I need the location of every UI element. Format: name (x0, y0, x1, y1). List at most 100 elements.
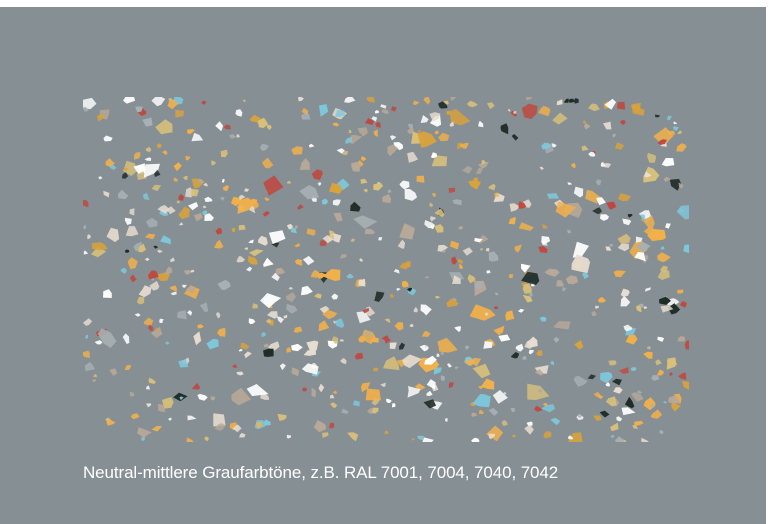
flake (262, 210, 270, 217)
flake (357, 127, 368, 137)
flake (644, 287, 651, 292)
flake (643, 226, 656, 235)
flake (392, 403, 396, 408)
flake (297, 204, 304, 210)
flake (91, 242, 108, 251)
flake (301, 285, 313, 296)
flake (359, 258, 363, 262)
flake (103, 135, 113, 142)
flake (261, 157, 274, 169)
flake (616, 416, 623, 422)
flake (206, 338, 219, 350)
flake (541, 404, 556, 413)
flake (97, 328, 117, 348)
flake (246, 266, 253, 272)
flake (301, 111, 311, 120)
flake (293, 326, 303, 333)
flake (193, 213, 203, 222)
flake (165, 266, 173, 275)
flake (597, 296, 606, 303)
flake (244, 247, 249, 250)
flake (417, 131, 437, 148)
flake (271, 242, 280, 248)
flake (393, 142, 403, 151)
flake (528, 349, 534, 355)
flake (486, 425, 504, 442)
flake (176, 200, 180, 204)
flake (409, 323, 414, 328)
flake (133, 152, 141, 160)
flake (399, 223, 415, 240)
flake (263, 348, 274, 357)
flake (187, 415, 197, 421)
flake (294, 258, 303, 266)
flake (143, 317, 154, 327)
flake (260, 293, 282, 309)
flake (106, 227, 120, 243)
flake (669, 178, 682, 191)
flake (144, 257, 150, 262)
flake (448, 382, 454, 389)
flake (138, 285, 152, 298)
flake (658, 429, 664, 435)
flake (495, 292, 499, 296)
flake (684, 340, 689, 350)
flake (539, 166, 544, 170)
flake (153, 245, 159, 249)
flake (494, 192, 500, 197)
flake (461, 165, 473, 174)
flake (479, 234, 489, 244)
flake (387, 189, 392, 193)
flake (597, 394, 604, 400)
flake (267, 311, 278, 319)
flake (286, 347, 292, 353)
flake (317, 272, 327, 279)
flake (170, 257, 175, 263)
flake (286, 180, 291, 184)
flake (211, 160, 217, 166)
flake (446, 298, 459, 308)
flake (133, 163, 146, 175)
flake (469, 304, 496, 321)
flake (430, 216, 436, 222)
flake (299, 158, 310, 170)
flake (638, 210, 651, 220)
flake (191, 178, 205, 189)
flake (318, 104, 329, 117)
flake (197, 324, 204, 329)
flake (147, 324, 154, 331)
flake (228, 134, 237, 139)
flake (203, 182, 208, 187)
flake (178, 222, 184, 226)
flake (83, 199, 89, 208)
flake (657, 139, 667, 145)
flake (380, 382, 386, 388)
flake (677, 130, 683, 135)
flake (204, 213, 214, 221)
flake (498, 334, 511, 342)
flake (458, 226, 464, 230)
flake (515, 343, 524, 352)
flake (521, 263, 531, 273)
flake (657, 270, 670, 280)
flake (466, 100, 478, 108)
flake (407, 126, 414, 134)
flake (636, 390, 642, 394)
flake (129, 392, 135, 397)
flake (678, 182, 684, 189)
flake (518, 201, 527, 209)
flake (185, 156, 191, 161)
flake (451, 256, 458, 265)
flake (426, 390, 433, 397)
flake (573, 98, 579, 104)
flake (471, 412, 478, 417)
flake (231, 227, 236, 233)
flake (630, 367, 637, 371)
flake (322, 269, 341, 281)
flake (459, 263, 464, 269)
flake (513, 110, 517, 114)
flake (372, 367, 379, 372)
flake (493, 325, 505, 336)
flake (252, 303, 259, 309)
flake (148, 377, 156, 384)
